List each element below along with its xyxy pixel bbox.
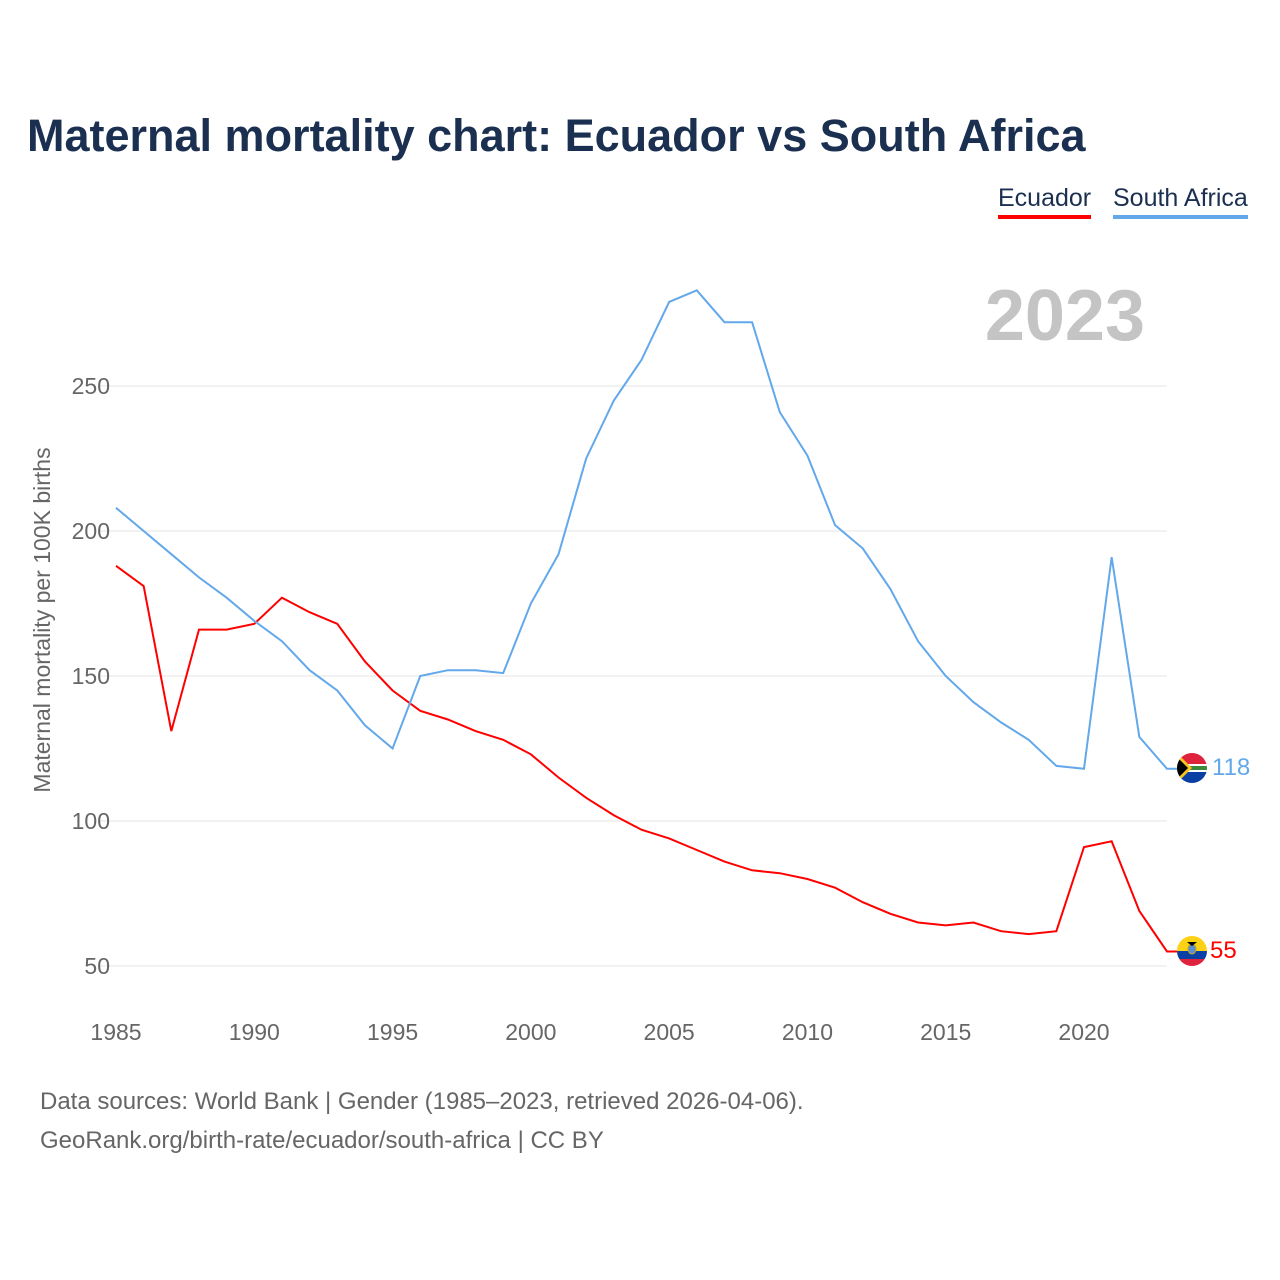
end-label-south-africa: 118 [1212,754,1250,781]
end-label-ecuador: 55 [1210,937,1237,964]
y-tick-label: 200 [72,518,110,544]
x-tick-label: 2005 [644,1019,695,1045]
y-tick-label: 250 [72,373,110,399]
y-tick-label: 150 [72,663,110,689]
legend-south-africa[interactable]: South Africa [1113,184,1248,219]
footer-source: Data sources: World Bank | Gender (1985–… [40,1088,804,1115]
x-tick-label: 1985 [90,1019,141,1045]
south-africa-flag-icon [1177,753,1207,783]
series-line-ecuador [115,564,1177,953]
x-tick-label: 2000 [505,1019,556,1045]
x-tick-label: 2010 [782,1019,833,1045]
chart-title: Maternal mortality chart: Ecuador vs Sou… [27,110,1086,161]
y-tick-label: 100 [72,808,110,834]
x-tick-label: 1990 [229,1019,280,1045]
legend-ecuador[interactable]: Ecuador [998,184,1092,219]
footer-link[interactable]: GeoRank.org/birth-rate/ecuador/south-afr… [40,1127,604,1154]
y-axis-label: Maternal mortality per 100K births [29,447,55,792]
year-label: 2023 [985,276,1145,356]
series-line-south-africa [115,289,1177,770]
x-tick-label: 1995 [367,1019,418,1045]
ecuador-flag-icon [1177,936,1207,966]
x-tick-label: 2015 [920,1019,971,1045]
x-tick-label: 2020 [1058,1019,1109,1045]
y-tick-label: 50 [84,953,110,979]
